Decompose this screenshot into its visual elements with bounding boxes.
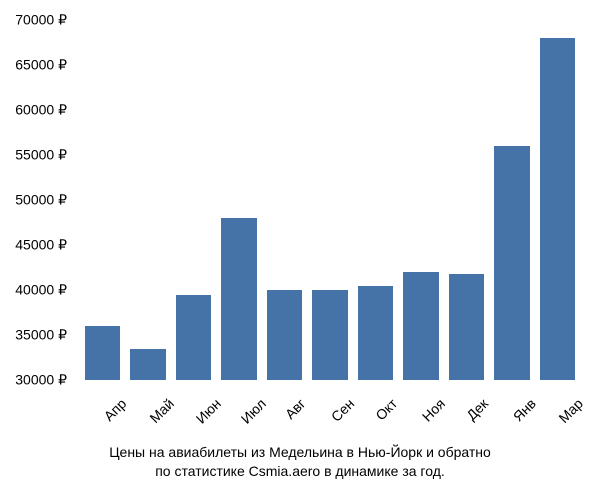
x-tick-label: Июн [192, 395, 223, 426]
plot-area [80, 20, 580, 380]
x-tick-label: Дек [464, 395, 492, 423]
x-tick-label: Янв [510, 395, 539, 424]
x-tick-label: Май [147, 395, 178, 426]
y-axis: 30000 ₽35000 ₽40000 ₽45000 ₽50000 ₽55000… [0, 20, 75, 380]
y-tick-label: 50000 ₽ [15, 192, 67, 209]
bar [403, 272, 438, 380]
chart-caption: Цены на авиабилеты из Медельина в Нью-Йо… [0, 443, 600, 482]
bar [449, 274, 484, 380]
caption-line-1: Цены на авиабилеты из Медельина в Нью-Йо… [109, 444, 491, 460]
x-tick-label: Сен [328, 395, 357, 424]
x-tick-label: Окт [373, 395, 401, 423]
x-tick-label: Июл [238, 395, 269, 426]
x-tick-label: Авг [281, 395, 308, 422]
y-tick-label: 30000 ₽ [15, 372, 67, 389]
x-tick-label: Апр [100, 395, 129, 424]
y-tick-label: 45000 ₽ [15, 237, 67, 254]
bar [540, 38, 575, 380]
bar [130, 349, 165, 381]
bar [85, 326, 120, 380]
bar [176, 295, 211, 381]
bar [358, 286, 393, 381]
y-tick-label: 65000 ₽ [15, 57, 67, 74]
bar [267, 290, 302, 380]
x-tick-label: Мар [556, 395, 587, 426]
x-tick-label: Ноя [419, 395, 448, 424]
bar [221, 218, 256, 380]
bar-chart [80, 20, 580, 380]
y-tick-label: 35000 ₽ [15, 327, 67, 344]
bar [494, 146, 529, 380]
y-tick-label: 60000 ₽ [15, 102, 67, 119]
bar [312, 290, 347, 380]
caption-line-2: по статистике Csmia.aero в динамике за г… [155, 463, 445, 479]
y-tick-label: 55000 ₽ [15, 147, 67, 164]
y-tick-label: 40000 ₽ [15, 282, 67, 299]
y-tick-label: 70000 ₽ [15, 12, 67, 29]
x-axis-labels: АпрМайИюнИюлАвгСенОктНояДекЯнвМар [80, 385, 580, 445]
